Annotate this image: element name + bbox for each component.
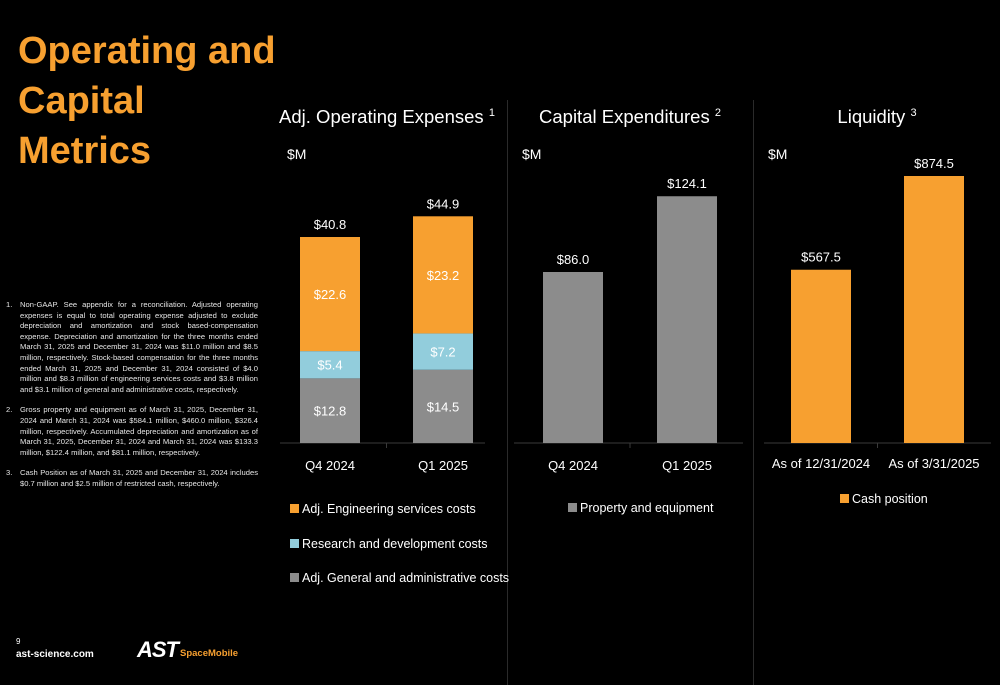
total-label: $44.9 [427,196,460,211]
footnote-text: Non-GAAP. See appendix for a reconciliat… [20,300,258,394]
bar-segment [543,272,603,443]
opex-title-text: Adj. Operating Expenses [279,106,484,127]
legend-label: Research and development costs [302,537,488,551]
legend-label: Adj. Engineering services costs [302,502,476,516]
footnote-3: 3. Cash Position as of March 31, 2025 an… [6,468,258,489]
bar-segment [657,196,717,443]
data-label: $86.0 [557,252,590,267]
footnote-1: 1. Non-GAAP. See appendix for a reconcil… [6,300,258,395]
liquidity-panel-title: Liquidity 3 [752,106,1000,128]
bar-segment [300,378,360,443]
footnote-number: 3. [6,468,13,478]
footnote-number: 2. [6,405,13,415]
capex-title-text: Capital Expenditures [539,106,710,127]
unit-label: $M [768,146,787,162]
bar-segment [413,216,473,334]
legend-label: Property and equipment [580,501,714,515]
bar-segment [791,269,851,443]
company-logo: AST SpaceMobile [137,637,239,662]
unit-label: $M [522,146,541,162]
bar-segment [413,333,473,370]
capex-panel-title: Capital Expenditures 2 [505,106,755,128]
bar-segment [300,351,360,379]
unit-label: $M [287,146,306,162]
legend-swatch [840,494,849,503]
footnote-number: 1. [6,300,13,309]
bar-segment [904,176,964,443]
panel-divider [753,100,754,685]
footnote-text: Gross property and equipment as of March… [20,405,258,457]
data-label: $5.4 [317,358,342,373]
capex-title-footnote-ref: 2 [714,106,721,119]
logo-secondary-text: SpaceMobile [180,648,239,659]
footnote-2: 2. Gross property and equipment as of Ma… [6,405,258,458]
data-label: $23.2 [427,268,460,283]
data-label: $124.1 [667,176,707,191]
footnotes: 1. Non-GAAP. See appendix for a reconcil… [6,300,258,500]
category-label: Q1 2025 [418,458,468,473]
data-label: $874.5 [914,156,954,171]
data-label: $22.6 [314,287,347,302]
liquidity-title-footnote-ref: 3 [910,106,917,119]
category-label: As of 3/31/2025 [888,456,979,471]
category-label: Q4 2024 [548,458,598,473]
footnote-text: Cash Position as of March 31, 2025 and D… [20,468,258,488]
opex-title-footnote-ref: 1 [488,106,495,119]
bar-segment [300,237,360,352]
liquidity-title-text: Liquidity [837,106,906,127]
logo-primary-text: AST [137,637,179,662]
legend-swatch [568,503,577,512]
legend-swatch [290,504,299,513]
bar-segment [413,369,473,443]
data-label: $12.8 [314,404,347,419]
opex-panel-title: Adj. Operating Expenses 1 [262,106,512,128]
data-label: $567.5 [801,250,841,265]
category-label: Q4 2024 [305,458,355,473]
category-label: Q1 2025 [662,458,712,473]
legend-label: Adj. General and administrative costs [302,571,509,585]
page-number: 9 [16,637,21,646]
total-label: $40.8 [314,217,347,232]
legend-swatch [290,573,299,582]
panel-divider [507,100,508,685]
category-label: As of 12/31/2024 [772,456,870,471]
page-title: Operating and Capital Metrics [18,30,276,172]
legend-label: Cash position [852,492,928,506]
footer-url: ast-science.com [16,649,94,660]
legend-swatch [290,539,299,548]
data-label: $14.5 [427,399,460,414]
data-label: $7.2 [430,345,455,360]
